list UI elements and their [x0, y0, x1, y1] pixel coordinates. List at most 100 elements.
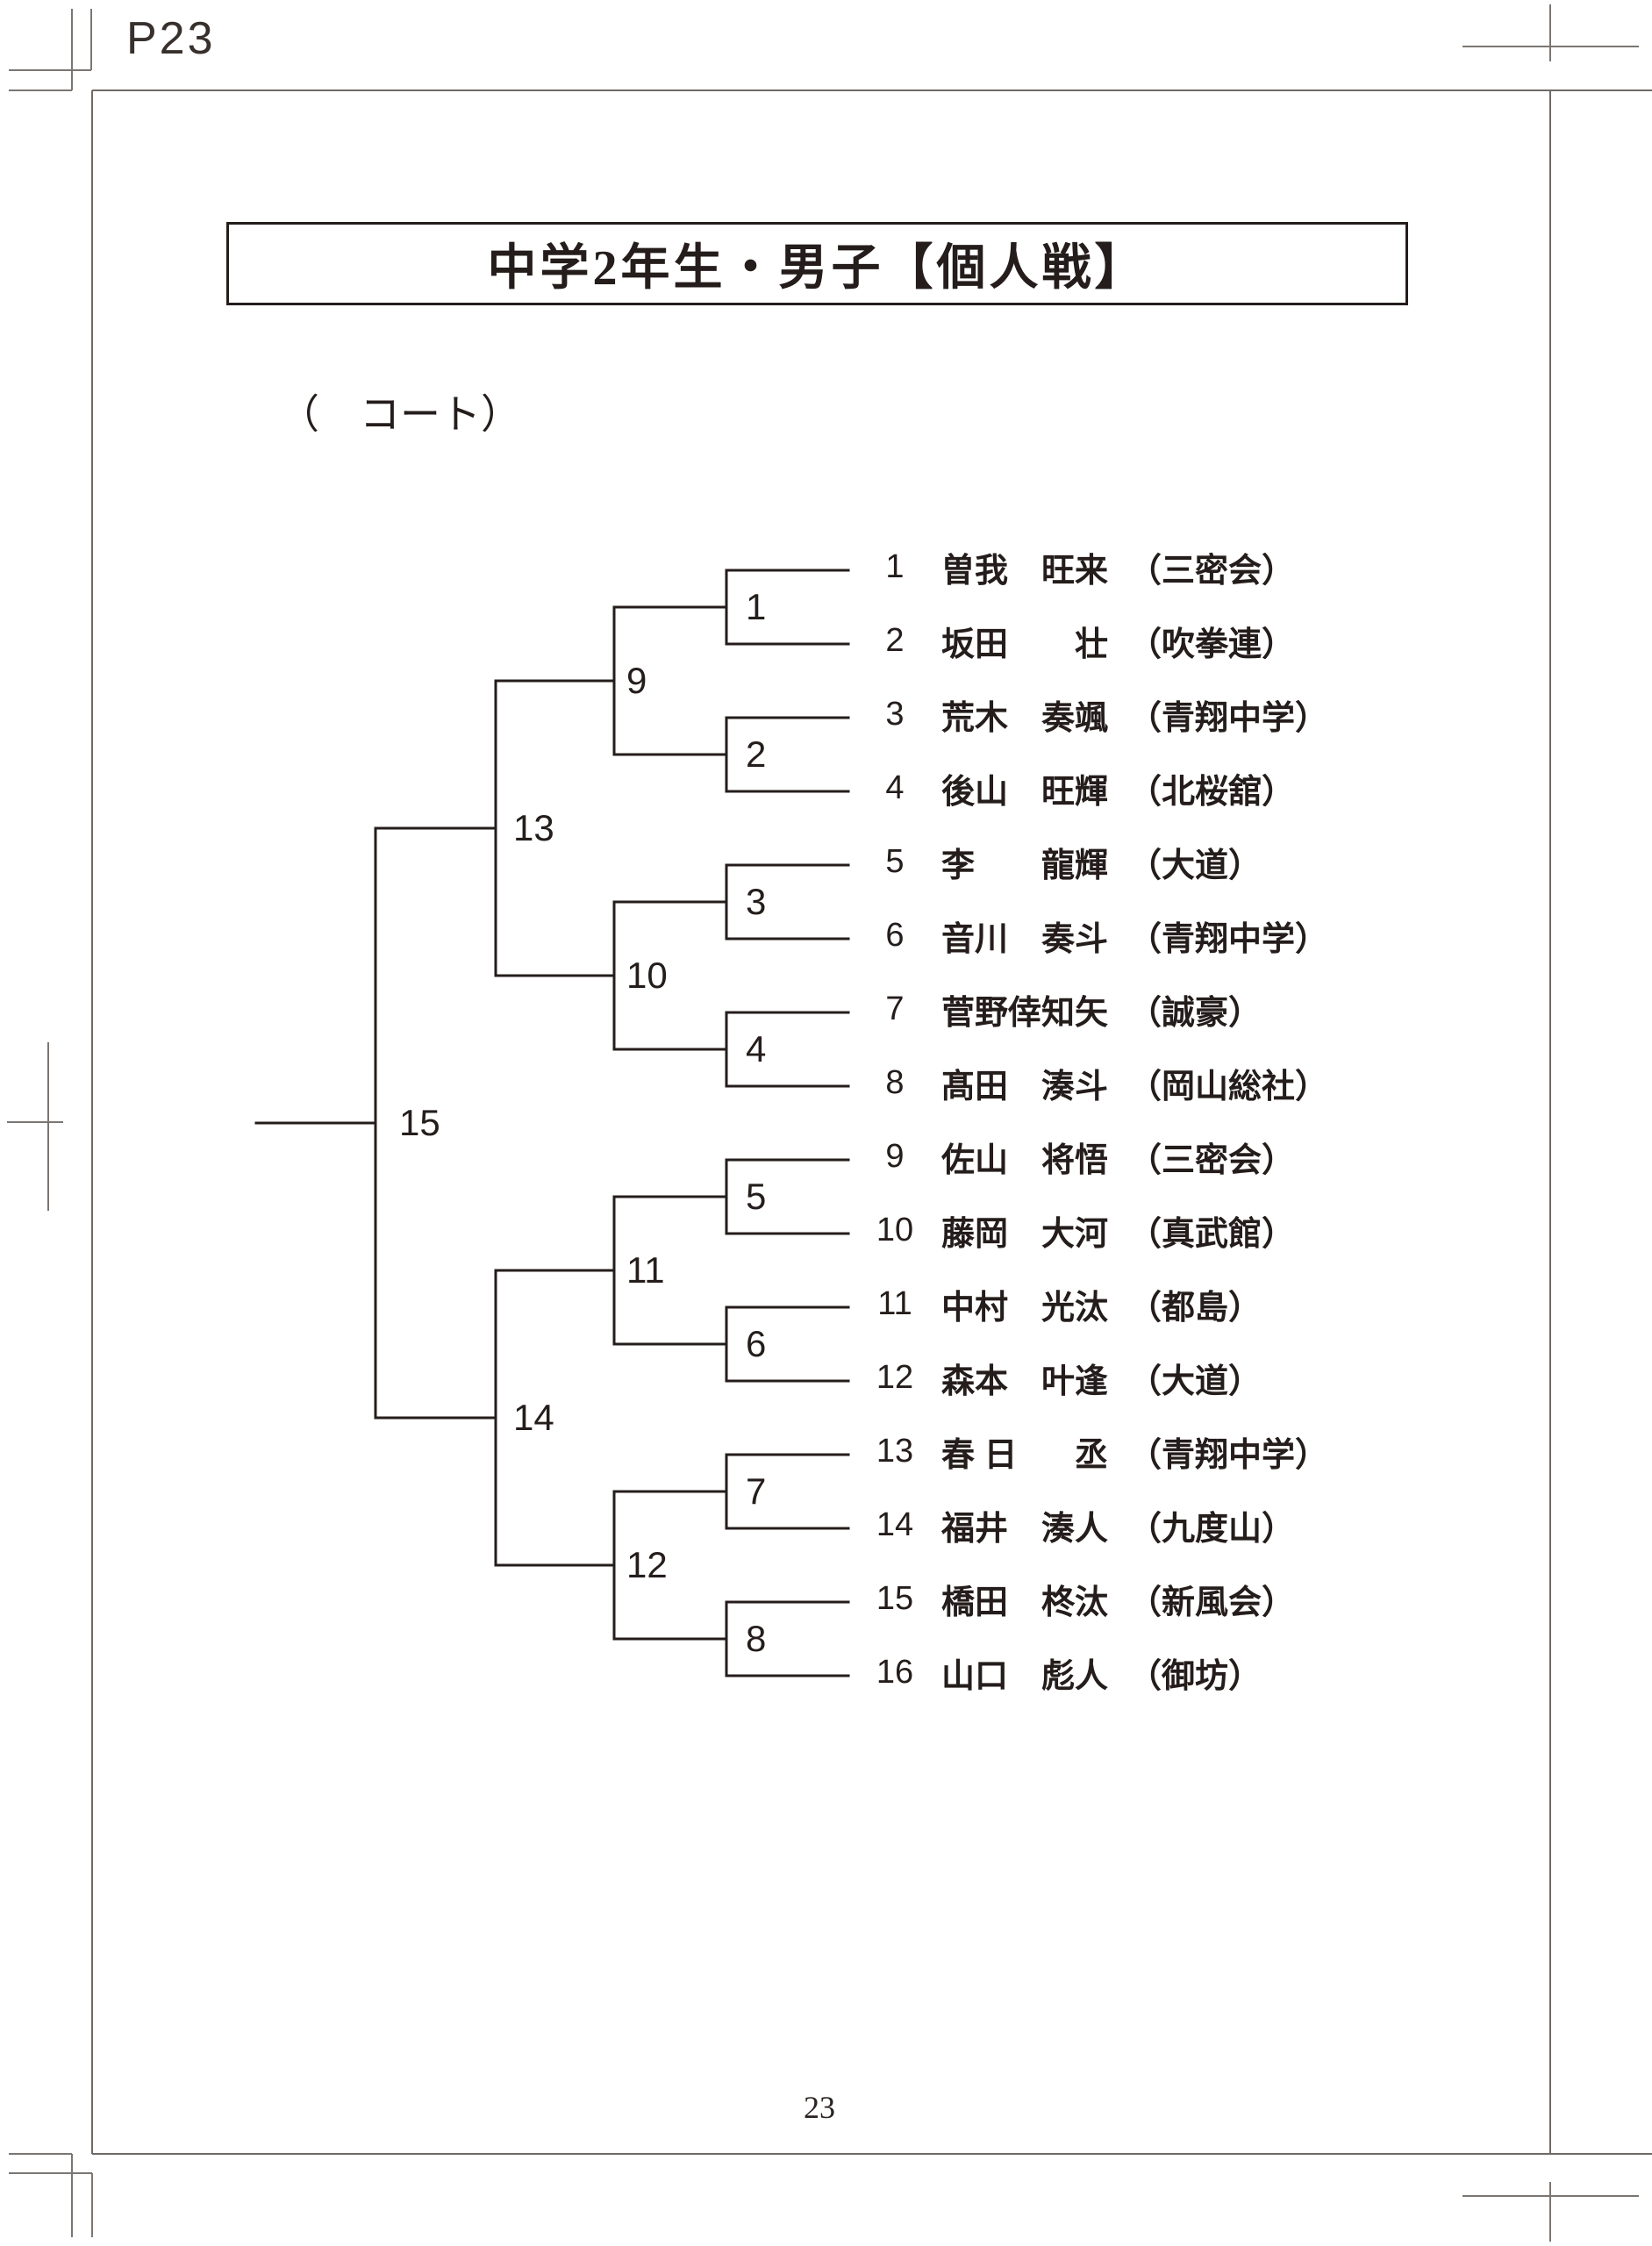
match-number-label-7: 7 [746, 1470, 767, 1512]
entry-givenname: 丞 [1074, 1436, 1108, 1474]
entry-name: 山口 彪人 [941, 1649, 1108, 1697]
entry-club: （御坊） [1128, 1657, 1262, 1695]
entry-row-9: 9 佐山 将悟 （三密会） [873, 1133, 1295, 1180]
entry-surname: 藤岡 [941, 1215, 1009, 1253]
corner-page-label: P23 [126, 13, 216, 64]
entry-row-6: 6 音川 奏斗 （青翔中学） [873, 912, 1328, 959]
bracket-round2-lines [494, 605, 616, 1641]
entry-name: 森本 叶逢 [941, 1354, 1108, 1402]
entry-row-2: 2 坂田 壮 （吹拳連） [873, 617, 1295, 664]
entry-club: （都島） [1128, 1289, 1262, 1327]
entry-name: 坂田 壮 [941, 617, 1108, 665]
entry-surname: 髙田 [941, 1068, 1009, 1105]
entry-number: 15 [876, 1579, 914, 1617]
entry-name: 音川 奏斗 [941, 912, 1108, 960]
entry-givenname: 柊汰 [1041, 1584, 1108, 1621]
entry-club: （三密会） [1128, 552, 1296, 590]
entry-club: （北桜舘） [1128, 773, 1296, 811]
entry-surname: 李 [941, 847, 976, 884]
entry-givenname: 大河 [1041, 1215, 1108, 1253]
entry-club: （三密会） [1128, 1141, 1296, 1179]
trim-marks [7, 4, 1639, 2242]
match-number-label-4: 4 [746, 1028, 767, 1069]
match-number-label-14: 14 [513, 1397, 554, 1438]
entry-number: 2 [885, 621, 905, 659]
entry-surname: 橋田 [941, 1584, 1009, 1621]
match-number-label-12: 12 [626, 1544, 668, 1585]
entry-surname: 坂田 [941, 626, 1009, 663]
entry-givenname: 旺輝 [1041, 773, 1108, 811]
tournament-title: 中学2年生・男子【個人戦】 [487, 241, 1148, 296]
entry-number: 3 [885, 695, 905, 733]
entry-surname: 中村 [941, 1289, 1009, 1327]
entry-row-8: 8 髙田 湊斗 （岡山総社） [873, 1059, 1328, 1106]
entry-club: （青翔中学） [1128, 1436, 1329, 1474]
entry-number: 12 [876, 1358, 914, 1396]
entry-row-7: 7 菅野倖知矢 （誠豪） [873, 985, 1262, 1033]
entry-number: 4 [885, 769, 905, 806]
entry-row-10: 10 藤岡 大河 （真武館） [873, 1206, 1295, 1254]
match-number-label-2: 2 [746, 733, 767, 775]
entry-name: 橋田 柊汰 [941, 1575, 1108, 1623]
entry-givenname: 奏斗 [1041, 920, 1108, 958]
bracket-final-lines [254, 826, 377, 1420]
entry-name: 後山 旺輝 [941, 764, 1108, 812]
entry-givenname: 湊斗 [1041, 1068, 1108, 1105]
entry-name: 髙田 湊斗 [941, 1059, 1108, 1107]
entry-club: （真武館） [1128, 1215, 1296, 1253]
entry-row-11: 11 中村 光汰 （都島） [873, 1280, 1262, 1327]
entry-givenname: 彪人 [1041, 1657, 1108, 1695]
entry-row-12: 12 森本 叶逢 （大道） [873, 1354, 1262, 1401]
entry-name: 曽我 旺来 [941, 543, 1108, 591]
entry-club: （青翔中学） [1128, 699, 1329, 737]
entry-givenname: 旺来 [1041, 552, 1108, 590]
entry-number: 8 [885, 1063, 905, 1101]
entry-row-5: 5 李 龍輝 （大道） [873, 838, 1262, 885]
match-number-label-5: 5 [746, 1176, 767, 1217]
entry-number: 10 [876, 1211, 914, 1248]
match-number-label-3: 3 [746, 881, 767, 922]
match-number-label-9: 9 [626, 660, 647, 701]
entry-number: 7 [885, 990, 905, 1027]
entry-club: （青翔中学） [1128, 920, 1329, 958]
entry-givenname: 将悟 [1041, 1141, 1108, 1179]
entry-givenname: 奏颯 [1041, 699, 1108, 737]
match-number-label-8: 8 [746, 1618, 767, 1659]
entry-givenname: 龍輝 [1041, 847, 1108, 884]
entry-club: （誠豪） [1128, 994, 1262, 1032]
entry-row-13: 13 春 日 丞 （青翔中学） [873, 1427, 1328, 1475]
entry-club: （九度山） [1128, 1510, 1296, 1548]
match-number-label-6: 6 [746, 1323, 767, 1364]
entry-number: 9 [885, 1137, 905, 1175]
entry-club: （吹拳連） [1128, 626, 1296, 663]
entry-number: 16 [876, 1653, 914, 1691]
entry-number: 14 [876, 1506, 914, 1543]
entry-number: 5 [885, 842, 905, 880]
entry-surname: 福井 [941, 1510, 1009, 1548]
page-number: 23 [804, 2090, 835, 2125]
entry-club: （岡山総社） [1128, 1068, 1329, 1105]
entry-givenname: 叶逢 [1041, 1363, 1108, 1400]
bracket-entry-lines [725, 569, 850, 1677]
entry-name: 荒木 奏颯 [941, 690, 1108, 739]
entry-name: 春 日丞 [941, 1427, 1108, 1476]
match-number-label-1: 1 [746, 586, 767, 627]
entry-surname: 曽我 [941, 552, 1009, 590]
entry-surname: 春 日 [941, 1436, 1018, 1474]
bracket-round1-lines [612, 569, 728, 1677]
entry-row-3: 3 荒木 奏颯 （青翔中学） [873, 690, 1328, 738]
entry-surname: 山口 [941, 1657, 1009, 1695]
match-number-label-15: 15 [399, 1102, 440, 1143]
title-box: 中学2年生・男子【個人戦】 [226, 222, 1408, 305]
match-number-label-10: 10 [626, 955, 668, 996]
entry-row-4: 4 後山 旺輝 （北桜舘） [873, 764, 1295, 812]
entry-name: 福井 湊人 [941, 1501, 1108, 1549]
entry-surname: 森本 [941, 1363, 1009, 1400]
entry-name: 佐山 将悟 [941, 1133, 1108, 1181]
entry-number: 11 [877, 1284, 912, 1322]
entry-name: 菅野倖知矢 [941, 985, 1108, 1034]
entry-row-16: 16 山口 彪人 （御坊） [873, 1649, 1262, 1696]
bracket-semifinal-lines [374, 679, 497, 1567]
